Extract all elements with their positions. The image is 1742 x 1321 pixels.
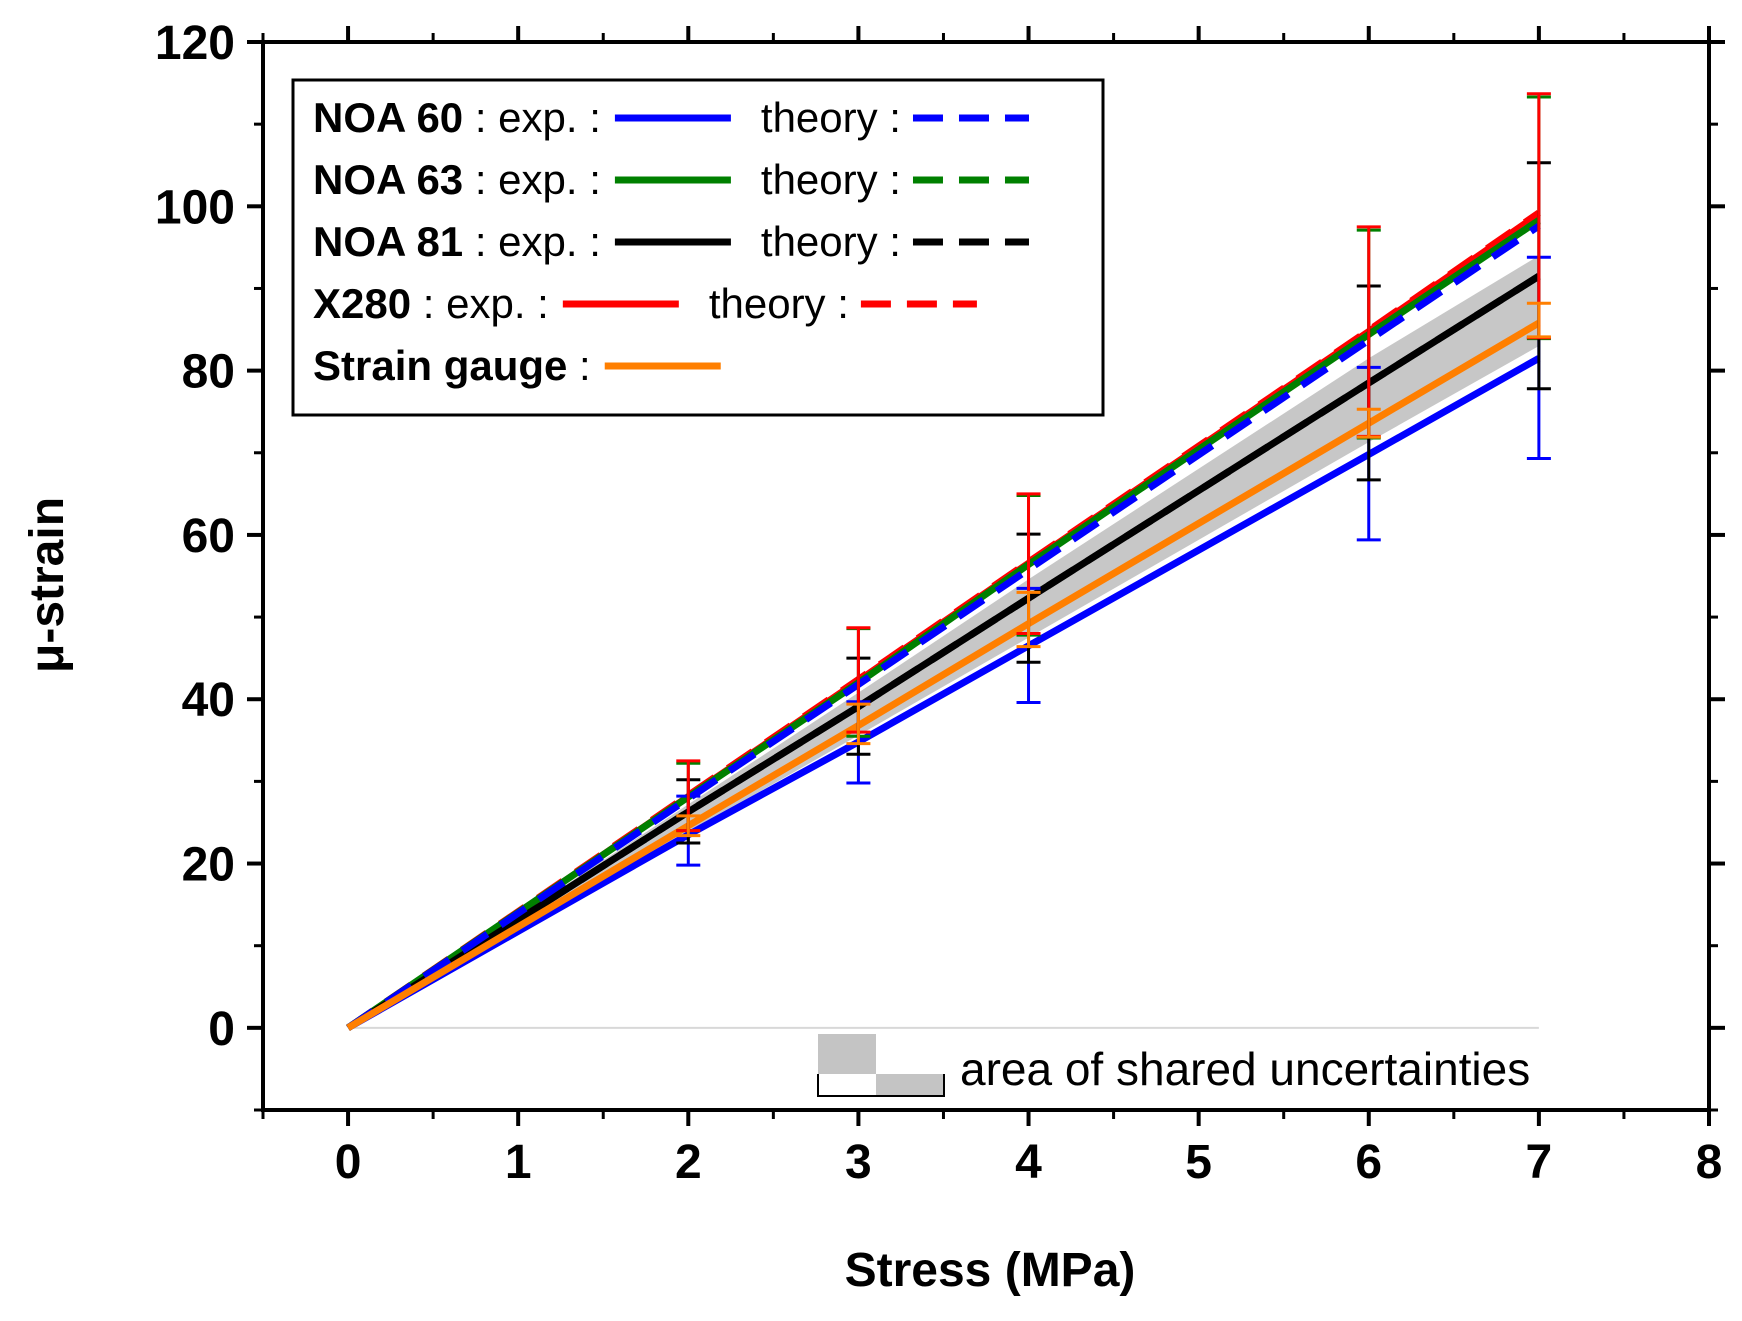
legend-frame	[291, 78, 1105, 417]
legend-theory-label: theory :	[761, 94, 901, 141]
errorbar-strain-gauge-x3	[846, 702, 871, 746]
y-tick-label: 0	[208, 1003, 235, 1056]
series-line-noa81-theory	[346, 273, 1541, 1031]
legend-series-name: X280	[313, 280, 411, 327]
annotation-swatch-top	[818, 1034, 876, 1074]
x-tick-label: 4	[1015, 1136, 1042, 1189]
legend-exp-label: : exp. :	[463, 156, 601, 203]
x-tick-label: 6	[1355, 1136, 1382, 1189]
x-tick-label: 8	[1696, 1136, 1723, 1189]
y-axis-title: μ-strain	[21, 497, 74, 673]
x-tick-label: 5	[1185, 1136, 1212, 1189]
errorbar-strain-gauge-x2	[676, 814, 701, 838]
x-tick-label: 0	[335, 1136, 362, 1189]
errorbar-layer	[676, 92, 1551, 867]
legend-row-strain-gauge: Strain gauge :	[313, 342, 721, 389]
series-line-noa60-theory	[346, 223, 1541, 1031]
legend-exp-label: :	[567, 342, 590, 389]
legend-row-text: X280 : exp. :	[313, 280, 549, 327]
legend-exp-label: : exp. :	[411, 280, 549, 327]
legend-row-x280: X280 : exp. : theory :	[313, 280, 977, 327]
y-tick-label: 80	[182, 346, 235, 399]
legend-theory-label: theory :	[709, 280, 849, 327]
annotation-swatch-bottom	[876, 1074, 944, 1096]
shared-uncertainty-annotation: area of shared uncertainties	[817, 1034, 1530, 1097]
legend-row-noa-60: NOA 60 : exp. : theory :	[313, 94, 1029, 141]
legend-row-noa-81: NOA 81 : exp. : theory :	[313, 218, 1029, 265]
x-axis-title: Stress (MPa)	[845, 1244, 1136, 1297]
legend-row-noa-63: NOA 63 : exp. : theory :	[313, 156, 1029, 203]
x-tick-label: 1	[505, 1136, 532, 1189]
legend: NOA 60 : exp. : theory : NOA 63 : exp. : th…	[291, 78, 1105, 417]
legend-row-text: NOA 63 : exp. :	[313, 156, 601, 203]
x-tick-label: 2	[675, 1136, 702, 1189]
y-tick-label: 120	[155, 17, 235, 70]
legend-series-name: Strain gauge	[313, 342, 567, 389]
series-line-noa60-exp	[346, 355, 1541, 1031]
legend-exp-label: : exp. :	[463, 94, 601, 141]
legend-theory-label: theory :	[761, 218, 901, 265]
errorbar-strain-gauge-x7	[1526, 301, 1551, 339]
legend-row-text: Strain gauge :	[313, 342, 591, 389]
annotation-text: area of shared uncertainties	[960, 1043, 1530, 1095]
legend-row-text: NOA 60 : exp. :	[313, 94, 601, 141]
legend-series-name: NOA 81	[313, 218, 463, 265]
annotation-swatch-bracket	[817, 1074, 945, 1097]
legend-theory-label: theory :	[761, 156, 901, 203]
series-layer	[346, 210, 1541, 1031]
legend-exp-label: : exp. :	[463, 218, 601, 265]
series-line-strain-gauge	[346, 319, 1541, 1031]
y-tick-label: 20	[182, 839, 235, 892]
errorbar-strain-gauge-x4	[1016, 590, 1041, 649]
y-tick-label: 60	[182, 510, 235, 563]
y-tick-label: 100	[155, 181, 235, 234]
y-tick-label: 40	[182, 674, 235, 727]
legend-series-name: NOA 60	[313, 94, 463, 141]
legend-row-text: NOA 81 : exp. :	[313, 218, 601, 265]
x-tick-label: 7	[1526, 1136, 1553, 1189]
errorbar-strain-gauge-x6	[1356, 407, 1381, 439]
plot-frame	[261, 40, 1711, 1112]
x-tick-label: 3	[845, 1136, 872, 1189]
legend-series-name: NOA 63	[313, 156, 463, 203]
